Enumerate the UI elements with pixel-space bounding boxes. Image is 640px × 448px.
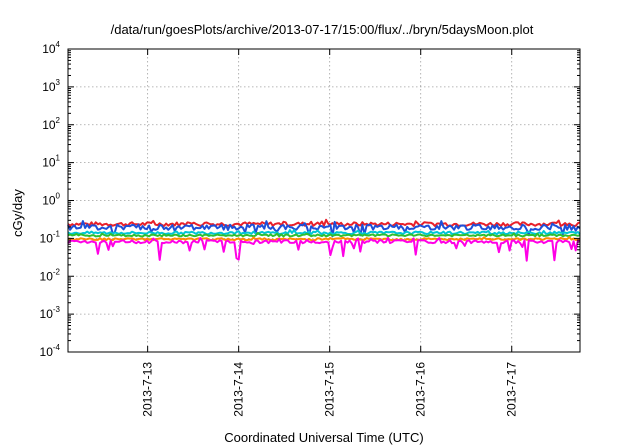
y-tick-base: 10	[42, 42, 56, 56]
y-tick-exponent: 4	[56, 40, 61, 49]
y-tick-exponent: 2	[56, 116, 61, 125]
y-tick-base: 10	[40, 345, 54, 359]
series-line	[67, 220, 581, 238]
x-tick-label: 2013-7-17	[505, 362, 519, 417]
y-tick-exponent: -2	[53, 267, 61, 276]
y-tick-exponent: 3	[56, 78, 61, 87]
y-tick-label: 10-3	[40, 305, 61, 321]
series-line	[67, 229, 581, 236]
grid-layer	[68, 49, 580, 352]
y-axis-label: cGy/day	[10, 189, 25, 237]
y-tick-label: 10-2	[40, 267, 61, 283]
series-line	[67, 218, 581, 228]
y-tick-label: 103	[42, 78, 60, 94]
series-line	[67, 231, 581, 238]
x-tick-label: 2013-7-13	[141, 362, 155, 417]
y-tick-base: 10	[42, 118, 56, 132]
y-tick-label: 10-4	[40, 343, 61, 359]
y-tick-base: 10	[40, 307, 54, 321]
x-axis-label: Coordinated Universal Time (UTC)	[224, 430, 423, 445]
x-tick-label: 2013-7-14	[232, 362, 246, 417]
y-tick-label: 100	[42, 192, 60, 208]
y-tick-label: 101	[42, 154, 60, 170]
y-tick-label: 10-1	[40, 229, 61, 245]
series-line	[67, 236, 581, 262]
y-tick-exponent: -3	[53, 305, 61, 314]
y-tick-base: 10	[42, 156, 56, 170]
y-tick-exponent: 1	[56, 154, 61, 163]
x-tick-label: 2013-7-15	[323, 362, 337, 417]
y-tick-exponent: -4	[53, 343, 61, 352]
y-tick-base: 10	[42, 194, 56, 208]
y-tick-base: 10	[42, 80, 56, 94]
chart-title: /data/run/goesPlots/archive/2013-07-17/1…	[111, 22, 534, 37]
y-tick-base: 10	[40, 269, 54, 283]
x-tick-label: 2013-7-16	[414, 362, 428, 417]
y-tick-base: 10	[40, 231, 54, 245]
y-tick-label: 104	[42, 40, 60, 56]
y-tick-label: 102	[42, 116, 60, 132]
axis-layer: 10410310210110010-110-210-310-42013-7-13…	[40, 40, 580, 417]
y-tick-exponent: -1	[53, 229, 61, 238]
y-tick-exponent: 0	[56, 192, 61, 201]
series-layer	[67, 218, 581, 262]
